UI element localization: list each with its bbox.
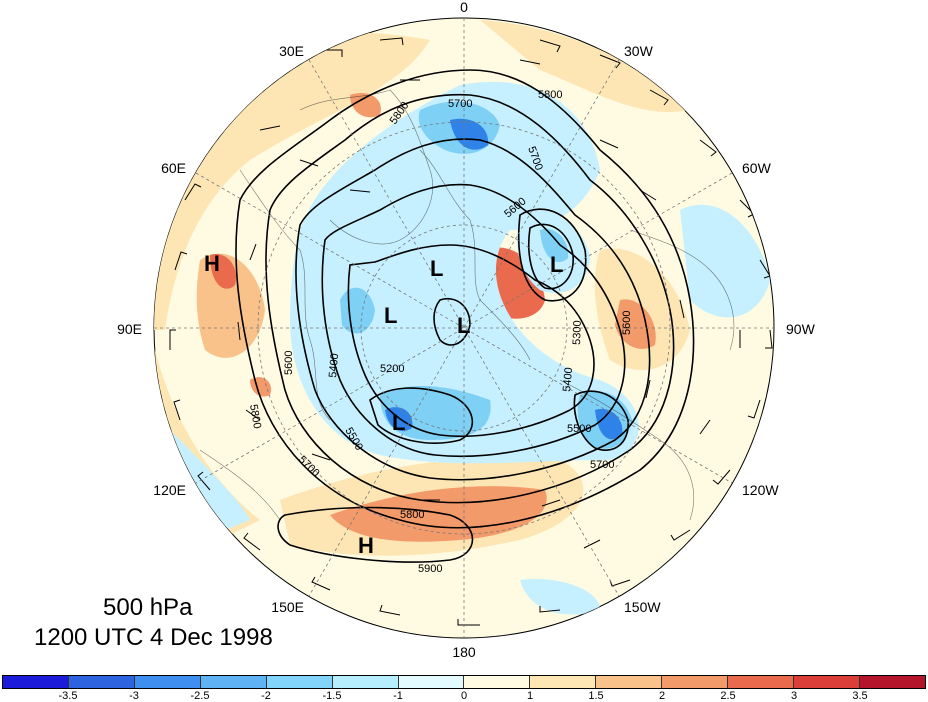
contour-label: 5600 [621, 311, 633, 335]
lon-label: 150W [624, 599, 661, 615]
colorbar-tick-label: -3.5 [58, 690, 78, 702]
high-center: H [204, 251, 220, 276]
colorbar-tick-label: -2.5 [190, 690, 210, 702]
lon-label: 60E [161, 160, 186, 176]
contour-label: 5800 [247, 403, 263, 429]
colorbar-cell [332, 676, 399, 688]
colorbar-cell [200, 676, 267, 688]
contour-label: 5400 [327, 353, 341, 378]
low-center: L [550, 252, 563, 277]
title-level: 500 hPa [103, 594, 193, 621]
lon-label: 150E [271, 599, 304, 615]
longitude-labels: 0 30W 60W 90W 120W 150W 180 150E 120E 90… [117, 0, 815, 660]
colorbar-tick-label: -3 [129, 690, 139, 702]
low-center: L [430, 256, 443, 281]
colorbar-cell [398, 676, 465, 688]
colorbar-cell [266, 676, 333, 688]
lon-label: 30E [279, 43, 304, 59]
title-datetime: 1200 UTC 4 Dec 1998 [34, 624, 273, 651]
coastlines [199, 89, 735, 521]
lon-label: 90W [786, 321, 816, 337]
colorbar-cell [3, 676, 69, 688]
colorbar-cell [596, 676, 663, 688]
colorbar-tick-label: -1 [393, 690, 403, 702]
colorbar-cell [728, 676, 795, 688]
colorbar-tick-label: -2 [261, 690, 271, 702]
contour-label: 5300 [571, 320, 584, 345]
colorbar-cell [134, 676, 201, 688]
contour-label: 5700 [590, 459, 614, 471]
lon-label: 120E [153, 482, 186, 498]
contour-label: 5500 [567, 423, 591, 435]
lon-label: 180 [452, 644, 476, 660]
colorbar-tick-label: 2 [658, 690, 666, 702]
contour-label: 5200 [380, 363, 404, 375]
contour-label: 5800 [538, 89, 562, 101]
graticule [154, 18, 774, 638]
lon-label: 120W [742, 482, 779, 498]
colorbar-ticks: -3.5 -3 -2.5 -2 -1.5 -1 0 1 1.5 2 2.5 3 3.5 [2, 690, 926, 702]
lon-label: 90E [117, 321, 142, 337]
contour-label: 5600 [283, 351, 295, 375]
colorbar-cell [662, 676, 729, 688]
lon-label: 30W [624, 43, 654, 59]
colorbar-cell [859, 676, 925, 688]
lon-label: 0 [460, 0, 468, 15]
low-center: L [392, 410, 405, 435]
colorbar-tick-label: 2.5 [720, 690, 736, 702]
colorbar-tick-label: 1.5 [588, 690, 604, 702]
low-center: L [457, 313, 470, 338]
colorbar-tick-label: -1.5 [322, 690, 342, 702]
low-center: L [384, 303, 397, 328]
colorbar-tick-label: 0 [460, 690, 468, 702]
colorbar-tick-label: 1 [526, 690, 534, 702]
wind-barbs [169, 37, 773, 626]
colorbar-tick-label: 3.5 [852, 690, 868, 702]
colorbar [2, 675, 926, 689]
lon-label: 60W [742, 160, 772, 176]
high-center: H [358, 533, 374, 558]
contour-label: 5700 [448, 98, 472, 110]
polar-map: 5700 5800 5800 5700 5600 5600 5500 5400 … [117, 0, 815, 660]
colorbar-cell [530, 676, 597, 688]
height-contours [235, 69, 695, 563]
colorbar-cell [464, 676, 531, 688]
contour-label: 5800 [400, 509, 424, 521]
contour-label: 5900 [418, 563, 442, 575]
colorbar-cell [794, 676, 860, 688]
pressure-centers: H H L L L L L [204, 251, 563, 558]
colorbar-cell [68, 676, 135, 688]
contour-label: 5400 [561, 367, 575, 392]
colorbar-tick-label: 3 [790, 690, 798, 702]
